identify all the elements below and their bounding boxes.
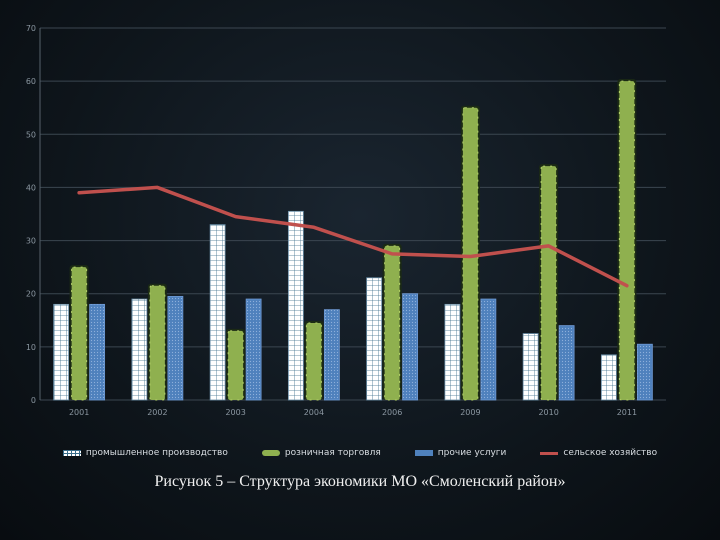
- bar-industry: [366, 277, 383, 401]
- bar-retail: [149, 285, 166, 401]
- bar-retail: [305, 322, 322, 401]
- bar-industry: [53, 303, 70, 401]
- x-tick-label: 2010: [538, 408, 558, 417]
- figure-caption: Рисунок 5 – Структура экономики МО «Смол…: [154, 473, 566, 490]
- bar-retail: [540, 165, 557, 401]
- x-axis: 2001 2002 2003 2004 2006 2009 2010 2011: [69, 408, 637, 417]
- legend-label-services: прочие услуги: [437, 448, 507, 458]
- bar-industry: [444, 303, 461, 401]
- bar-services: [480, 298, 497, 401]
- y-tick-label: 30: [26, 237, 36, 246]
- bar-retail: [71, 266, 88, 401]
- legend-label-agriculture: сельское хозяйство: [563, 448, 658, 458]
- legend-swatch-industry: [62, 450, 81, 456]
- legend-item-industry: промышленное производство: [62, 448, 228, 458]
- bar-industry: [131, 298, 148, 401]
- x-tick-label: 2009: [460, 408, 480, 417]
- x-tick-label: 2003: [225, 408, 245, 417]
- bar-services: [323, 309, 340, 401]
- bar-industry: [522, 333, 539, 401]
- bar-industry: [600, 354, 617, 401]
- legend-label-retail: розничная торговля: [284, 448, 381, 458]
- y-axis: 0 10 20 30 40 50 60 70: [26, 24, 36, 405]
- line-series: [77, 185, 629, 288]
- bar-industry: [209, 224, 226, 401]
- bar-services: [558, 325, 575, 401]
- y-tick-label: 60: [26, 77, 36, 86]
- bar-retail: [618, 80, 635, 401]
- legend-label-industry: промышленное производство: [85, 448, 228, 458]
- bar-services: [402, 293, 419, 401]
- y-tick-label: 10: [26, 343, 36, 352]
- x-tick-label: 2011: [617, 408, 637, 417]
- bar-line-chart: 0 10 20 30 40 50 60 70 2001 2002 2003 2004 2006 2009…: [26, 24, 666, 417]
- legend-swatch-agriculture: [540, 451, 559, 455]
- x-tick-label: 2002: [147, 408, 167, 417]
- legend-item-agriculture: сельское хозяйство: [540, 448, 657, 458]
- bar-services: [636, 343, 653, 401]
- y-tick-label: 0: [31, 396, 36, 405]
- x-tick-label: 2006: [382, 408, 402, 417]
- legend-item-services: прочие услуги: [414, 448, 507, 458]
- bar-services: [245, 298, 262, 401]
- bar-services: [89, 303, 106, 401]
- legend: промышленное производство розничная торг…: [0, 448, 720, 458]
- y-tick-label: 20: [26, 290, 36, 299]
- y-tick-label: 50: [26, 130, 36, 139]
- bars: [53, 79, 653, 401]
- bar-retail: [462, 107, 479, 401]
- y-tick-label: 70: [26, 24, 36, 33]
- y-tick-label: 40: [26, 183, 36, 192]
- bar-retail: [227, 330, 244, 401]
- legend-swatch-services: [414, 450, 433, 456]
- line-agriculture: [77, 185, 629, 288]
- legend-item-retail: розничная торговля: [261, 448, 381, 458]
- legend-swatch-retail: [261, 450, 280, 456]
- bar-industry: [287, 210, 304, 401]
- x-tick-label: 2001: [69, 408, 89, 417]
- bar-services: [167, 295, 184, 401]
- x-tick-label: 2004: [304, 408, 324, 417]
- bar-retail: [384, 245, 401, 401]
